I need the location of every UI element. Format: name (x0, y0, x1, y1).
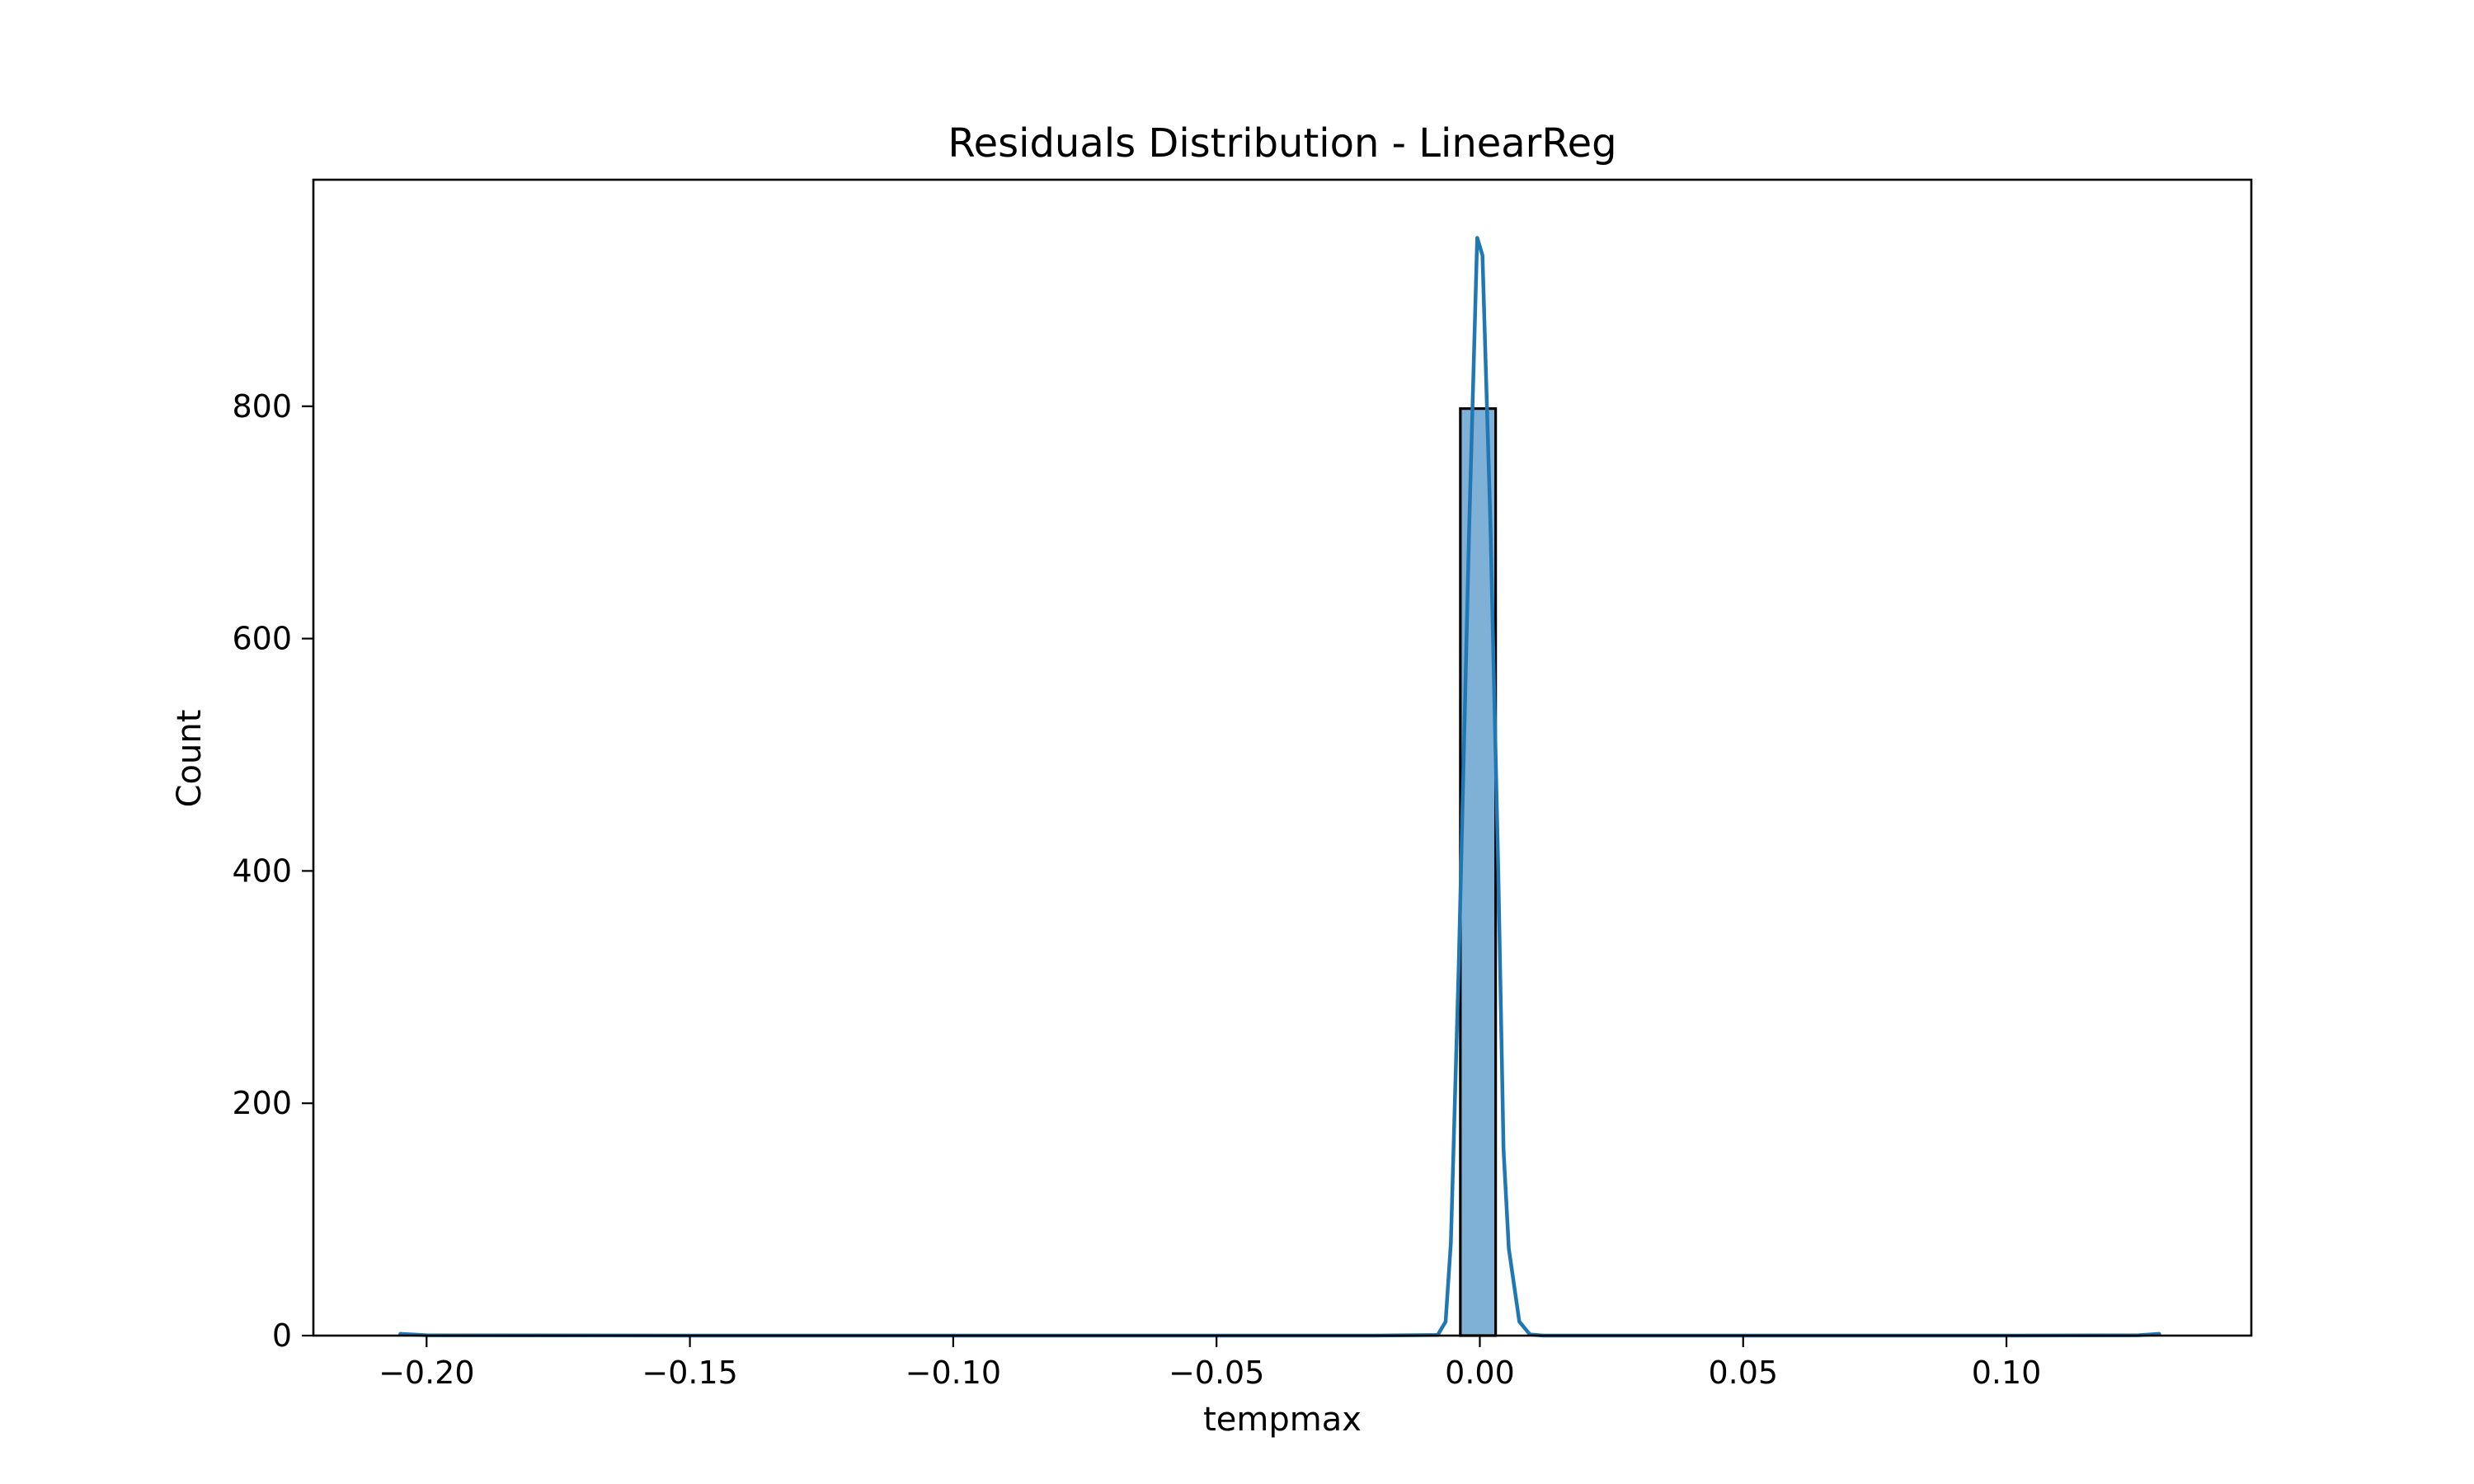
y-axis-ticks: 0 200 400 600 800 (232, 388, 313, 1354)
x-axis-ticks: −0.20 −0.15 −0.10 −0.05 0.00 0.05 0.10 (379, 1336, 2041, 1391)
x-tick-label: −0.10 (905, 1355, 1001, 1391)
axes-frame (312, 178, 2253, 1337)
y-tick-label: 0 (272, 1317, 292, 1354)
x-tick-label: −0.05 (1169, 1355, 1264, 1391)
x-axis-label: tempmax (1203, 1401, 1362, 1439)
y-axis-label: Count (171, 710, 209, 808)
x-tick-label: −0.20 (379, 1355, 474, 1391)
x-tick-label: −0.15 (642, 1355, 737, 1391)
y-tick-label: 800 (232, 388, 292, 425)
chart-title: Residuals Distribution - LinearReg (948, 120, 1616, 167)
x-tick-label: 0.00 (1445, 1355, 1515, 1391)
x-tick-label: 0.10 (1972, 1355, 2042, 1391)
y-tick-label: 600 (232, 621, 292, 657)
y-tick-label: 400 (232, 852, 292, 889)
x-tick-label: 0.05 (1708, 1355, 1778, 1391)
y-tick-label: 200 (232, 1085, 292, 1121)
kde-line (398, 236, 2161, 1338)
plot-area (398, 236, 2161, 1338)
